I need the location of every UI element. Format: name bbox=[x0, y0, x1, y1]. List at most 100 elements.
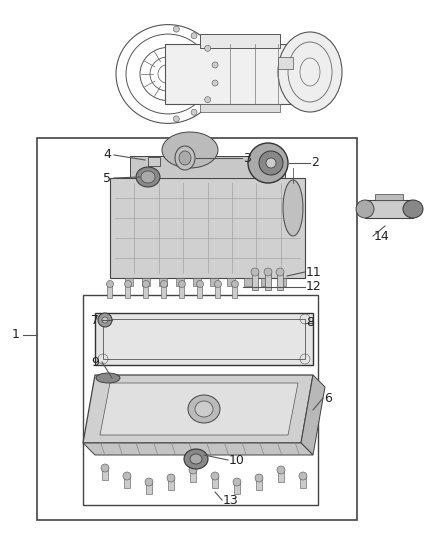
Ellipse shape bbox=[136, 167, 160, 187]
Ellipse shape bbox=[173, 116, 179, 122]
Ellipse shape bbox=[167, 474, 175, 482]
Text: 7: 7 bbox=[91, 313, 99, 327]
Polygon shape bbox=[83, 443, 313, 455]
Ellipse shape bbox=[259, 151, 283, 175]
Ellipse shape bbox=[141, 171, 155, 183]
Ellipse shape bbox=[283, 180, 303, 236]
Bar bbox=[125, 278, 133, 286]
Bar bbox=[83, 295, 318, 505]
Ellipse shape bbox=[266, 158, 276, 168]
Bar bbox=[130, 156, 285, 178]
Ellipse shape bbox=[251, 268, 259, 276]
Text: 9: 9 bbox=[91, 356, 99, 368]
Bar bbox=[265, 272, 271, 290]
Bar bbox=[102, 468, 108, 480]
Bar bbox=[110, 178, 305, 278]
Text: 4: 4 bbox=[103, 149, 111, 161]
Ellipse shape bbox=[179, 151, 191, 165]
Ellipse shape bbox=[248, 143, 288, 183]
Ellipse shape bbox=[106, 280, 113, 287]
Bar bbox=[277, 272, 283, 290]
Bar bbox=[125, 284, 130, 298]
Bar bbox=[124, 476, 130, 488]
Text: 5: 5 bbox=[103, 172, 111, 184]
Ellipse shape bbox=[232, 280, 239, 287]
Ellipse shape bbox=[191, 33, 197, 39]
Bar bbox=[256, 478, 262, 490]
Ellipse shape bbox=[142, 280, 149, 287]
Bar bbox=[148, 157, 160, 166]
Ellipse shape bbox=[195, 401, 213, 417]
Text: 1: 1 bbox=[12, 328, 20, 342]
Polygon shape bbox=[83, 375, 313, 443]
Ellipse shape bbox=[98, 313, 112, 327]
Bar bbox=[261, 278, 269, 286]
Ellipse shape bbox=[205, 96, 211, 103]
Bar bbox=[143, 284, 148, 298]
Ellipse shape bbox=[233, 478, 241, 486]
Ellipse shape bbox=[96, 373, 120, 383]
Ellipse shape bbox=[277, 466, 285, 474]
Bar bbox=[300, 476, 306, 488]
Bar bbox=[244, 278, 252, 286]
Bar bbox=[176, 278, 184, 286]
Bar bbox=[227, 278, 235, 286]
Bar bbox=[234, 482, 240, 494]
Text: 11: 11 bbox=[306, 265, 322, 279]
Ellipse shape bbox=[211, 472, 219, 480]
Ellipse shape bbox=[101, 464, 109, 472]
Bar bbox=[278, 278, 286, 286]
Bar bbox=[179, 284, 184, 298]
Text: 13: 13 bbox=[223, 494, 239, 506]
Ellipse shape bbox=[276, 268, 284, 276]
Ellipse shape bbox=[188, 395, 220, 423]
Bar bbox=[107, 284, 112, 298]
Ellipse shape bbox=[197, 280, 204, 287]
Ellipse shape bbox=[184, 449, 208, 469]
Ellipse shape bbox=[212, 80, 218, 86]
Bar bbox=[161, 284, 166, 298]
Text: 12: 12 bbox=[306, 280, 322, 294]
Ellipse shape bbox=[123, 472, 131, 480]
Text: 10: 10 bbox=[229, 454, 245, 466]
Ellipse shape bbox=[212, 62, 218, 68]
Ellipse shape bbox=[160, 280, 167, 287]
Bar bbox=[210, 278, 218, 286]
Ellipse shape bbox=[215, 280, 222, 287]
Bar bbox=[193, 278, 201, 286]
Ellipse shape bbox=[264, 268, 272, 276]
Ellipse shape bbox=[403, 200, 423, 218]
Bar bbox=[365, 200, 413, 218]
Bar bbox=[103, 319, 305, 359]
Bar bbox=[142, 278, 150, 286]
Bar bbox=[165, 44, 320, 104]
Bar bbox=[215, 284, 220, 298]
Bar bbox=[232, 284, 237, 298]
Text: 3: 3 bbox=[243, 151, 251, 165]
Ellipse shape bbox=[255, 474, 263, 482]
Bar bbox=[278, 470, 284, 482]
Bar bbox=[200, 34, 280, 48]
Bar bbox=[168, 478, 174, 490]
Bar bbox=[146, 482, 152, 494]
Ellipse shape bbox=[145, 478, 153, 486]
Bar bbox=[212, 476, 218, 488]
Polygon shape bbox=[100, 383, 298, 435]
Ellipse shape bbox=[299, 472, 307, 480]
Ellipse shape bbox=[191, 109, 197, 115]
Ellipse shape bbox=[179, 280, 186, 287]
Bar bbox=[190, 470, 196, 482]
Bar bbox=[37, 138, 357, 520]
Ellipse shape bbox=[205, 45, 211, 51]
Ellipse shape bbox=[190, 454, 202, 464]
Bar bbox=[252, 272, 258, 290]
Ellipse shape bbox=[278, 32, 342, 112]
Text: 6: 6 bbox=[324, 392, 332, 405]
Bar bbox=[95, 313, 313, 365]
Text: 2: 2 bbox=[311, 157, 319, 169]
Ellipse shape bbox=[173, 26, 179, 32]
Ellipse shape bbox=[175, 146, 195, 170]
Bar bbox=[375, 194, 403, 200]
Text: 8: 8 bbox=[306, 317, 314, 329]
Bar bbox=[200, 104, 280, 112]
